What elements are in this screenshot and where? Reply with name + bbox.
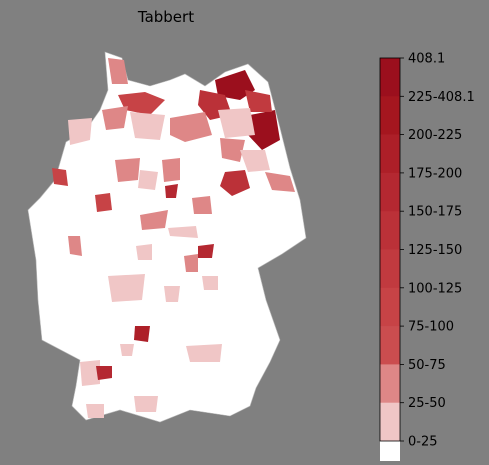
district: [134, 396, 158, 412]
colorbar-tick-label: 175-200: [408, 166, 462, 181]
district: [186, 344, 222, 362]
district: [245, 90, 272, 112]
district: [220, 138, 245, 162]
district: [138, 170, 158, 190]
district: [68, 236, 82, 256]
colorbar-segment: [380, 249, 400, 289]
colorbar-segment: [380, 96, 400, 135]
germany-map: [27, 51, 307, 423]
district: [184, 254, 198, 272]
district: [52, 168, 68, 186]
district: [168, 226, 198, 238]
colorbar-tick-label: 150-175: [408, 205, 462, 220]
district: [96, 366, 112, 380]
district: [130, 112, 165, 140]
district: [198, 244, 214, 258]
district: [108, 58, 128, 84]
district: [164, 286, 180, 302]
district: [220, 170, 250, 196]
district: [115, 158, 140, 182]
district: [136, 244, 152, 260]
colorbar-tick-label: 100-125: [408, 281, 462, 296]
colorbar-tick-label: 125-150: [408, 243, 462, 258]
district: [248, 110, 280, 150]
district: [140, 210, 168, 230]
colorbar-segment: [380, 402, 400, 442]
colorbar-tick-label: 200-225: [408, 128, 462, 143]
colorbar-segment: [380, 287, 400, 327]
colorbar-tick-label: 0-25: [408, 435, 438, 450]
colorbar-segment: [380, 134, 400, 174]
district: [165, 184, 178, 198]
district: [192, 196, 212, 214]
district: [118, 92, 165, 115]
colorbar-segment: [380, 441, 400, 465]
colorbar-tick-label: 25-50: [408, 396, 446, 411]
colorbar-tick-label: 50-75: [408, 358, 446, 373]
colorbar-segment: [380, 364, 400, 403]
district: [240, 150, 270, 172]
colorbar-tick-label: 408.1: [408, 52, 445, 67]
colorbar-segment: [380, 211, 400, 250]
district: [102, 106, 128, 130]
district: [218, 108, 255, 138]
colorbar-tick-label: 75-100: [408, 320, 454, 335]
district: [202, 276, 218, 290]
colorbar-tick-label: 225-408.1: [408, 90, 475, 105]
district-fills: [52, 58, 295, 418]
district: [215, 70, 255, 100]
colorbar-segment: [380, 58, 400, 97]
colorbar-segment: [380, 172, 400, 212]
map-title: Tabbert: [137, 8, 194, 26]
district: [80, 360, 100, 386]
district: [162, 158, 180, 182]
district: [170, 112, 212, 142]
colorbar-segment: [380, 326, 400, 365]
district: [108, 274, 145, 302]
district: [86, 404, 104, 418]
colorbar: 408.1 225-408.1 200-225 175-200 150-175 125-1…: [379, 52, 475, 465]
district: [120, 344, 134, 356]
district: [265, 172, 295, 192]
district: [134, 326, 150, 342]
district: [68, 118, 92, 145]
district: [95, 193, 112, 212]
